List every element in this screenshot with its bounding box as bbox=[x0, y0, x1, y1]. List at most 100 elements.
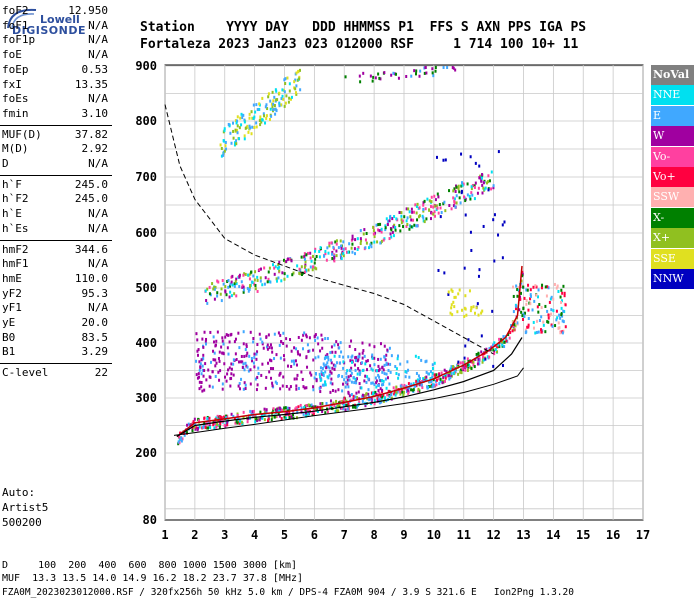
echo-point bbox=[310, 373, 313, 377]
echo-point bbox=[223, 362, 226, 366]
echo-point bbox=[389, 232, 392, 236]
echo-point bbox=[234, 421, 237, 425]
echo-point bbox=[286, 406, 289, 410]
echo-point bbox=[348, 242, 351, 246]
echo-point bbox=[196, 338, 199, 342]
echo-point bbox=[353, 381, 356, 385]
echo-point bbox=[230, 412, 233, 416]
echo-point bbox=[339, 361, 342, 365]
echo-point bbox=[261, 342, 264, 346]
echo-point bbox=[261, 416, 264, 420]
echo-point bbox=[343, 396, 346, 400]
echo-point bbox=[223, 129, 226, 133]
echo-point bbox=[280, 97, 283, 101]
param-row: foF1 N/A bbox=[2, 19, 108, 33]
param-row: foEp 0.53 bbox=[2, 63, 108, 77]
echo-point bbox=[390, 235, 393, 239]
echo-point bbox=[215, 339, 218, 343]
echo-point bbox=[520, 284, 523, 288]
echo-point bbox=[289, 97, 292, 101]
echo-point bbox=[261, 118, 264, 122]
echo-point bbox=[348, 378, 351, 382]
echo-point bbox=[369, 74, 372, 78]
echo-point bbox=[246, 420, 249, 424]
echo-point bbox=[273, 104, 276, 108]
echo-point bbox=[283, 104, 286, 108]
param-separator bbox=[0, 124, 112, 126]
echo-point bbox=[480, 179, 483, 183]
echo-point bbox=[465, 313, 468, 317]
echo-point bbox=[529, 302, 532, 306]
echo-point bbox=[233, 143, 236, 147]
echo-point bbox=[304, 263, 307, 267]
echo-point bbox=[390, 354, 393, 358]
echo-point bbox=[464, 294, 467, 298]
echo-point bbox=[265, 114, 268, 118]
echo-point bbox=[424, 207, 427, 211]
echo-point bbox=[305, 335, 308, 339]
echo-point bbox=[212, 423, 215, 427]
echo-point bbox=[259, 117, 262, 121]
echo-point bbox=[507, 333, 510, 337]
echo-point bbox=[333, 367, 336, 371]
echo-point bbox=[456, 364, 459, 368]
echo-point bbox=[232, 129, 235, 133]
echo-point bbox=[281, 88, 284, 92]
echo-point bbox=[347, 385, 350, 389]
echo-point bbox=[347, 250, 350, 254]
echo-point bbox=[520, 310, 523, 314]
echo-point bbox=[305, 253, 308, 257]
echo-point bbox=[493, 213, 496, 217]
echo-point bbox=[339, 239, 342, 243]
echo-point bbox=[439, 206, 442, 210]
echo-point bbox=[517, 286, 520, 290]
echo-point bbox=[216, 279, 219, 283]
echo-point bbox=[269, 280, 272, 284]
echo-point bbox=[337, 374, 340, 378]
echo-point bbox=[471, 193, 474, 197]
echo-point bbox=[379, 342, 382, 346]
echo-point bbox=[312, 358, 315, 362]
echo-point bbox=[305, 333, 308, 337]
echo-point bbox=[529, 294, 532, 298]
echo-point bbox=[395, 217, 398, 221]
echo-point bbox=[202, 345, 205, 349]
echo-point bbox=[363, 379, 366, 383]
echo-point bbox=[202, 425, 205, 429]
echo-point bbox=[292, 416, 295, 420]
echo-point bbox=[481, 191, 484, 195]
echo-point bbox=[480, 350, 483, 354]
echo-point bbox=[300, 338, 303, 342]
echo-point bbox=[381, 388, 384, 392]
echo-point bbox=[421, 214, 424, 218]
echo-point bbox=[311, 268, 314, 272]
echo-point bbox=[215, 425, 218, 429]
echo-point bbox=[213, 426, 216, 430]
echo-point bbox=[450, 373, 453, 377]
echo-point bbox=[430, 380, 433, 384]
echo-point bbox=[387, 368, 390, 372]
echo-point bbox=[502, 339, 505, 343]
echo-point bbox=[428, 380, 431, 384]
echo-point bbox=[283, 78, 286, 82]
echo-point bbox=[304, 411, 307, 415]
echo-point bbox=[305, 355, 308, 359]
echo-point bbox=[391, 217, 394, 221]
echo-point bbox=[314, 405, 317, 409]
echo-point bbox=[328, 373, 331, 377]
echo-point bbox=[229, 131, 232, 135]
echo-point bbox=[481, 173, 484, 177]
echo-point bbox=[481, 360, 484, 364]
echo-point bbox=[303, 257, 306, 261]
echo-point bbox=[389, 370, 392, 374]
echo-point bbox=[225, 416, 228, 420]
echo-point bbox=[326, 246, 329, 250]
echo-point bbox=[250, 110, 253, 114]
echo-point bbox=[477, 357, 480, 361]
echo-point bbox=[194, 427, 197, 431]
echo-point bbox=[268, 279, 271, 283]
echo-point bbox=[410, 388, 413, 392]
echo-point bbox=[478, 357, 481, 361]
echo-point bbox=[258, 102, 261, 106]
echo-point bbox=[488, 179, 491, 183]
